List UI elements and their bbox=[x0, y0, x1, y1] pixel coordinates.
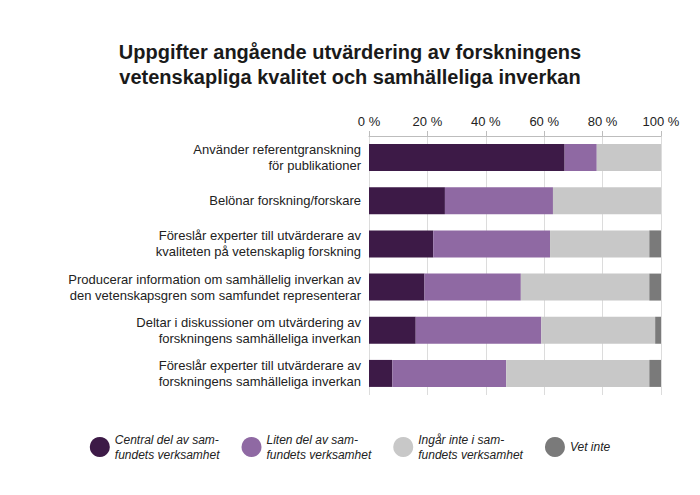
svg-text:kvaliteten på vetenskaplig for: kvaliteten på vetenskaplig forskning bbox=[156, 244, 361, 259]
svg-text:Föreslår experter till utvärde: Föreslår experter till utvärderare av bbox=[159, 228, 362, 243]
svg-text:Deltar i diskussioner om utvär: Deltar i diskussioner om utvärdering av bbox=[136, 315, 361, 330]
svg-text:40 %: 40 % bbox=[471, 114, 501, 129]
svg-text:för publikationer: för publikationer bbox=[269, 158, 362, 173]
svg-text:forskningens samhälleliga inve: forskningens samhälleliga inverkan bbox=[159, 374, 361, 389]
svg-text:Ingår inte i sam-: Ingår inte i sam- bbox=[418, 433, 504, 447]
svg-text:Uppgifter angående utvärdering: Uppgifter angående utvärdering av forskn… bbox=[119, 41, 581, 63]
svg-text:60 %: 60 % bbox=[529, 114, 559, 129]
svg-text:Central del av sam-: Central del av sam- bbox=[115, 433, 219, 447]
svg-text:vetenskapliga kvalitet och sam: vetenskapliga kvalitet och samhälleliga … bbox=[119, 66, 580, 88]
svg-text:fundets verksamhet: fundets verksamhet bbox=[115, 448, 220, 462]
svg-text:20 %: 20 % bbox=[413, 114, 443, 129]
svg-text:Belönar forskning/forskare: Belönar forskning/forskare bbox=[209, 193, 361, 208]
svg-text:80 %: 80 % bbox=[588, 114, 618, 129]
svg-text:Vet inte: Vet inte bbox=[570, 440, 611, 454]
svg-text:100 %: 100 % bbox=[643, 114, 680, 129]
svg-text:Liten del av sam-: Liten del av sam- bbox=[267, 433, 358, 447]
svg-text:Använder referentgranskning: Använder referentgranskning bbox=[193, 142, 361, 157]
svg-text:Producerar information om samh: Producerar information om samhällelig in… bbox=[68, 272, 361, 287]
svg-text:0 %: 0 % bbox=[358, 114, 381, 129]
svg-text:fundets verksamhet: fundets verksamhet bbox=[418, 448, 523, 462]
svg-text:fundets verksamhet: fundets verksamhet bbox=[267, 448, 372, 462]
svg-text:den vetenskapsgren som samfund: den vetenskapsgren som samfundet represe… bbox=[70, 288, 362, 303]
svg-text:Föreslår experter till utvärde: Föreslår experter till utvärderare av bbox=[159, 358, 362, 373]
svg-text:forskningens samhälleliga inve: forskningens samhälleliga inverkan bbox=[159, 331, 361, 346]
